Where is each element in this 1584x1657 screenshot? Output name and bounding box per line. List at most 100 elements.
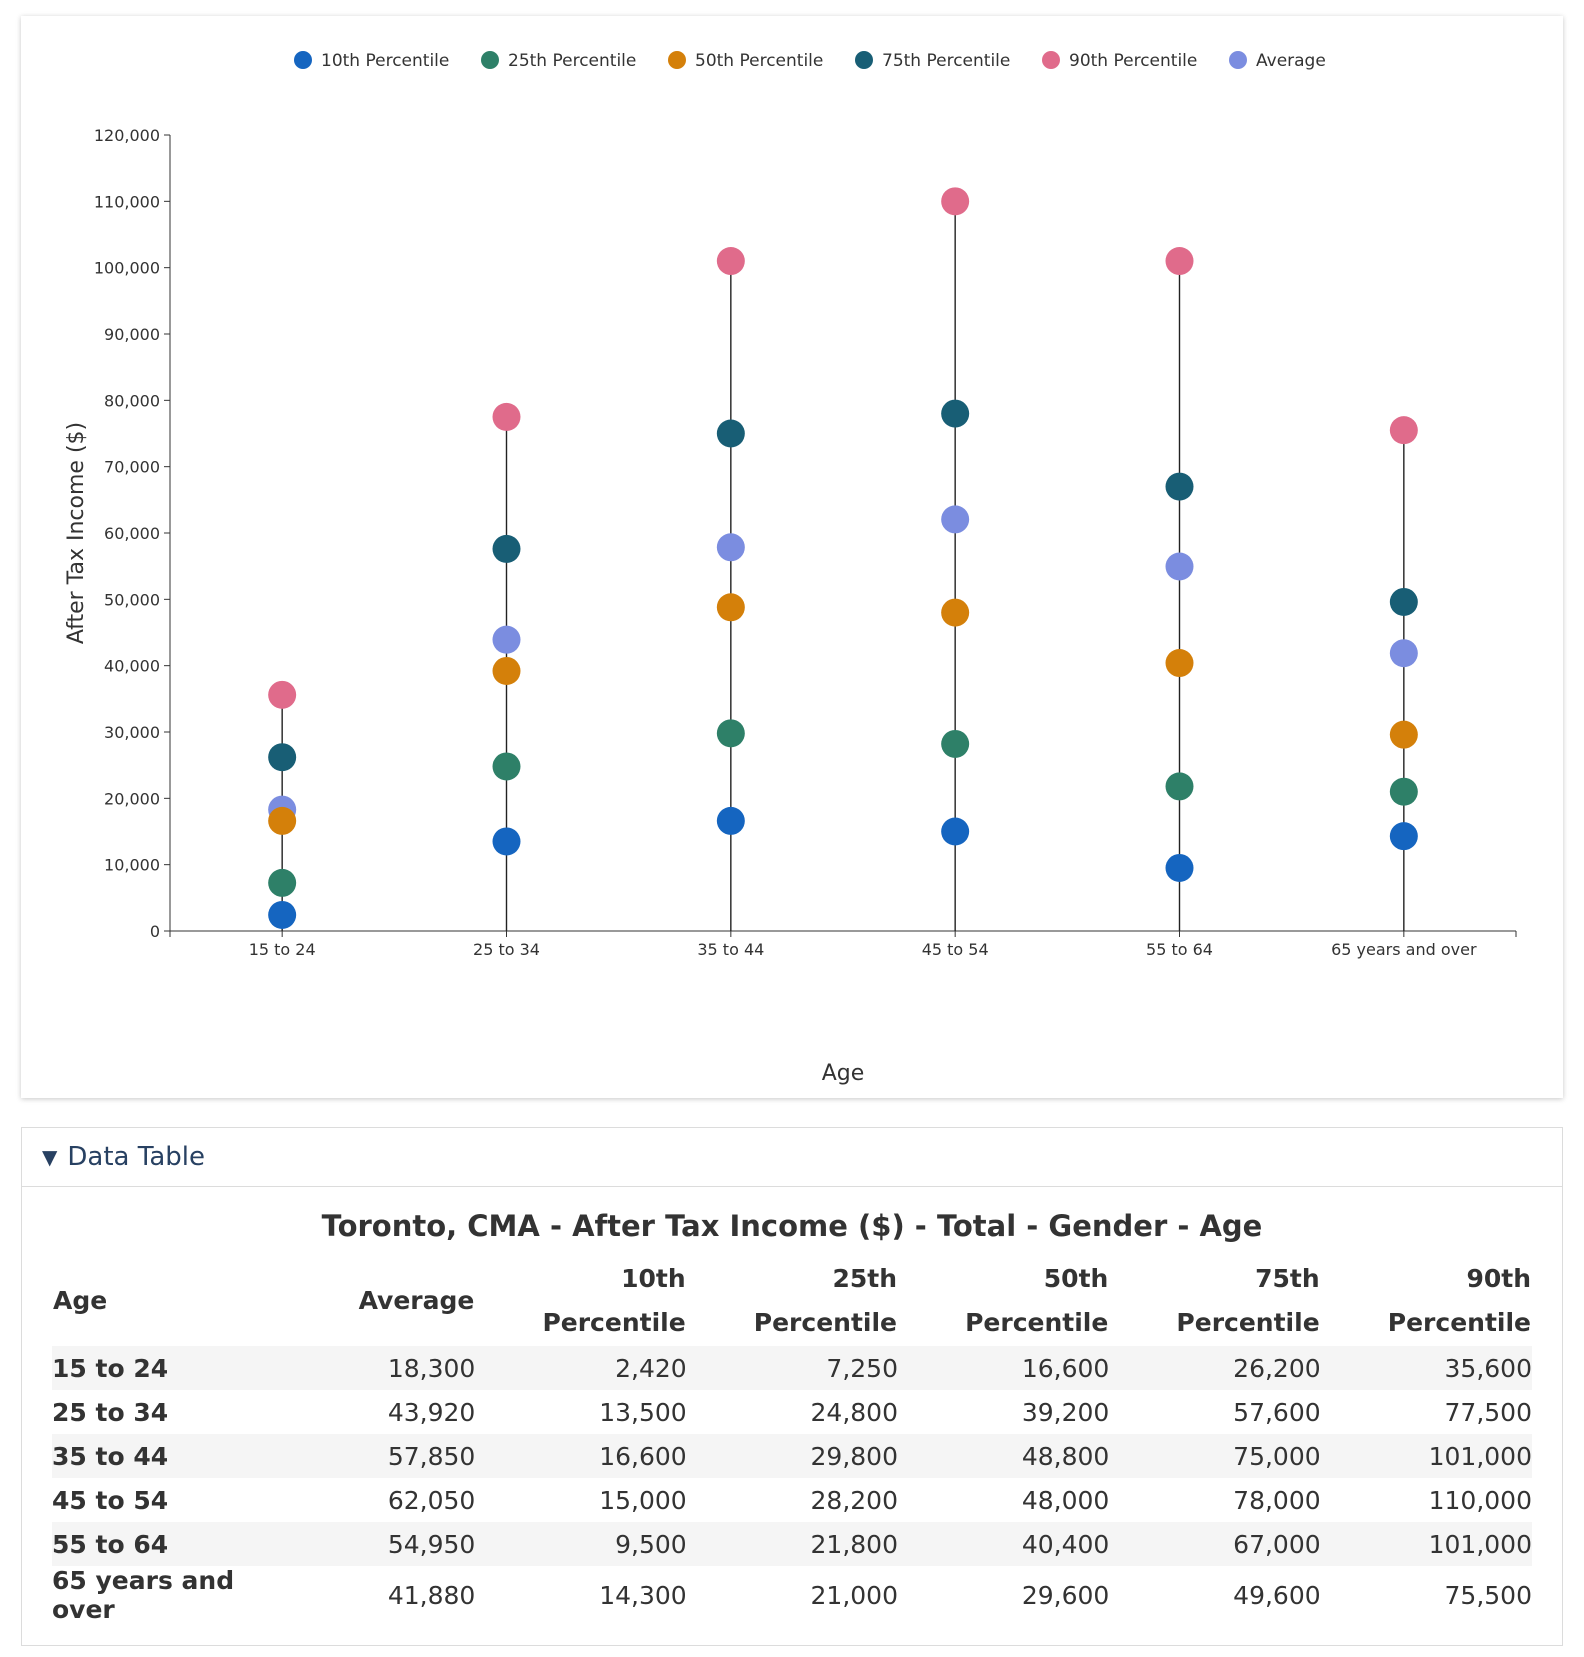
x-tick-label: 45 to 54 [922,940,989,959]
y-tick-label: 30,000 [104,723,160,742]
row-p75: 75,000 [1109,1434,1321,1478]
row-average: 18,300 [304,1346,476,1390]
row-p50: 16,600 [898,1346,1110,1390]
row-average: 62,050 [387,1485,476,1515]
row-age: 15 to 24 [52,1346,304,1390]
row-p25: 28,200 [810,1485,898,1515]
y-tick-label: 0 [150,922,160,941]
y-tick-label: 40,000 [104,657,160,676]
chart-card: 10th Percentile 25th Percentile 50th Perce… [21,16,1563,1098]
row-p90: 75,500 [1444,1580,1532,1610]
row-p10: 16,600 [475,1434,687,1478]
data-point [716,593,745,622]
row-p10: 15,000 [599,1485,687,1515]
data-point [716,419,745,448]
row-p90: 101,000 [1320,1434,1532,1478]
legend-marker [668,51,686,69]
table-header-row: Age Average 10th Percentile 25th Percentil… [52,1256,1532,1346]
data-point [1165,853,1194,882]
data-point [716,806,745,835]
data-point [1165,247,1194,276]
chart-svg: 10th Percentile 25th Percentile 50th Perce… [64,51,1517,1086]
y-axis-title: After Tax Income ($) [64,422,89,644]
row-p25: 24,800 [810,1397,898,1427]
data-point [492,625,521,654]
data-point [941,598,970,627]
row-age: 25 to 34 [52,1397,169,1427]
y-tick-label: 90,000 [104,325,160,344]
data-point [716,719,745,748]
y-tick-label: 20,000 [104,789,160,808]
row-average: 57,850 [304,1434,476,1478]
y-tick-label: 70,000 [104,458,160,477]
legend-label: 25th Percentile [508,51,636,71]
table-row: 55 to 64 54,950 9,500 21,800 40,400 67,0… [52,1522,1532,1566]
data-point [1165,649,1194,678]
row-p50: 40,400 [898,1522,1110,1566]
x-axis-title: Age [822,1061,865,1086]
table-title: Toronto, CMA - After Tax Income ($) - To… [321,1209,1263,1243]
x-tick-label: 35 to 44 [697,940,764,959]
row-p10: 14,300 [599,1580,687,1610]
row-p50: 39,200 [1021,1397,1110,1427]
row-average: 43,920 [387,1397,476,1427]
row-average: 54,950 [304,1522,476,1566]
legend-marker [1229,51,1247,69]
data-point [941,399,970,428]
x-tick-label: 55 to 64 [1146,940,1213,959]
row-p75: 57,600 [1233,1397,1321,1427]
data-point [1389,822,1418,851]
y-tick-label: 60,000 [104,524,160,543]
row-p25: 29,800 [686,1434,898,1478]
data-point [716,533,745,562]
row-p50: 48,800 [898,1434,1110,1478]
row-p90: 77,500 [1444,1397,1532,1427]
data-point [941,187,970,216]
row-p50: 48,000 [1021,1485,1110,1515]
legend-marker [855,51,873,69]
y-tick-label: 10,000 [104,856,160,875]
data-point [1389,587,1418,616]
data-point [268,680,297,709]
table-row: 25 to 34 43,920 13,500 24,800 39,200 57,… [52,1390,1532,1434]
data-table-toggle[interactable]: ▼ Data Table [22,1128,1562,1187]
header-p25: 25th Percentile [753,1264,897,1337]
table-row: 35 to 44 57,850 16,600 29,800 48,800 75,… [52,1434,1532,1478]
legend-label: Average [1256,51,1326,71]
y-tick-label: 50,000 [104,590,160,609]
legend-label: 50th Percentile [695,51,823,71]
row-p25: 21,800 [686,1522,898,1566]
y-tick-label: 110,000 [94,192,160,211]
caret-down-icon: ▼ [42,1145,58,1169]
data-point [268,900,297,929]
header-p50: 50th Percentile [965,1264,1109,1337]
legend-label: 75th Percentile [882,51,1010,71]
table-row: 45 to 54 62,050 15,000 28,200 48,000 78,… [52,1478,1532,1522]
legend-marker [481,51,499,69]
data-table: Age Average 10th Percentile 25th Percentil… [52,1256,1532,1624]
x-tick-label: 65 years and over [1331,940,1477,959]
row-p75: 49,600 [1233,1580,1321,1610]
data-point [1165,472,1194,501]
x-tick-label: 15 to 24 [249,940,316,959]
header-age: Age [53,1286,108,1315]
row-p75: 78,000 [1233,1485,1321,1515]
data-point [268,868,297,897]
y-tick-label: 80,000 [104,391,160,410]
table-row: 15 to 24 18,300 2,420 7,250 16,600 26,20… [52,1346,1532,1390]
row-age: 55 to 64 [52,1522,304,1566]
data-point [1389,777,1418,806]
data-point [716,247,745,276]
y-tick-label: 100,000 [94,259,160,278]
legend-marker [1042,51,1060,69]
row-p50: 29,600 [1021,1580,1110,1610]
header-p10: 10th Percentile [542,1264,686,1337]
row-age: 45 to 54 [52,1485,169,1515]
legend-marker [294,51,312,69]
header-average: Average [358,1286,475,1315]
row-age: 65 years and over [52,1566,235,1624]
data-point [1165,552,1194,581]
y-tick-label: 120,000 [94,126,160,145]
data-point [492,656,521,685]
row-p90: 110,000 [1428,1485,1532,1515]
